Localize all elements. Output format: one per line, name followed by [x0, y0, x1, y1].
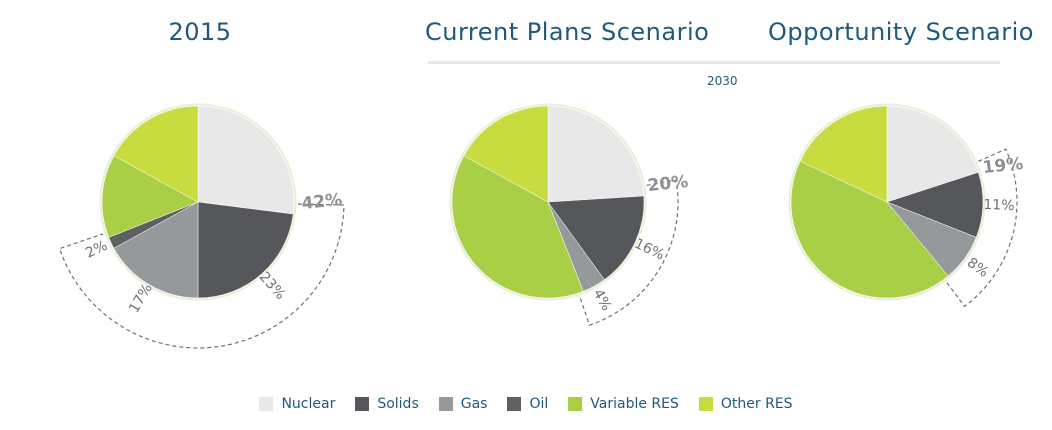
fossil-share-label-2015: 42% [301, 190, 344, 214]
legend-swatch-gas [438, 397, 453, 411]
legend-swatch-solids [355, 397, 370, 411]
pie-slice-current-plans-scenario-nuclear [547, 105, 645, 203]
fossil-bracket-current-plans-scenario [579, 179, 679, 326]
legend-item-nuclear: Nuclear [259, 396, 335, 412]
legend-item-other-res: Other RES [698, 396, 793, 412]
pie-slice-2015-solids [197, 201, 294, 299]
pie-label-2015-solids: 23% [256, 269, 289, 303]
pie-charts: 23%17%2%42%16%4%20%11%8%19% [58, 103, 1025, 349]
pie-label-opportunity-scenario-gas: 8% [964, 255, 991, 281]
legend-label-nuclear: Nuclear [281, 396, 336, 412]
legend-label-solids: Solids [377, 396, 419, 412]
pie-label-2015-oil: 2% [83, 238, 110, 262]
chart-title-current-plans: Current Plans Scenario [425, 18, 710, 46]
pie-slice-2015-nuclear [197, 105, 295, 215]
pie-slice-current-plans-scenario-solids [547, 195, 645, 281]
pie-slice-opportunity-scenario-solids [886, 172, 984, 238]
chart-title-opportunity: Opportunity Scenario [768, 18, 1034, 46]
legend-item-variable-res: Variable RES [568, 396, 679, 412]
legend-label-oil: Oil [529, 396, 549, 412]
scenario-divider [428, 61, 1000, 64]
pie-slice-current-plans-scenario-variable-res [451, 155, 584, 299]
fossil-share-label-current-plans-scenario: 20% [647, 172, 690, 196]
year-label: 2030 [707, 74, 738, 88]
legend-swatch-nuclear [259, 397, 274, 411]
pie-slice-opportunity-scenario-other-res [799, 105, 888, 203]
pie-label-current-plans-scenario-gas: 4% [590, 287, 615, 314]
fossil-share-label-opportunity-scenario: 19% [982, 154, 1025, 178]
fossil-bracket-2015 [58, 203, 345, 349]
legend-item-gas: Gas [438, 396, 488, 412]
pie-label-current-plans-scenario-solids: 16% [632, 236, 667, 264]
pie-slice-opportunity-scenario-nuclear [886, 105, 979, 203]
pie-outline-current-plans-scenario [449, 103, 647, 301]
legend-item-solids: Solids [355, 396, 419, 412]
pie-slice-2015-other-res [113, 105, 199, 203]
legend-swatch-oil [507, 397, 522, 411]
pie-slice-2015-variable-res [101, 155, 199, 238]
pie-slice-opportunity-scenario-variable-res [790, 160, 949, 299]
pie-slice-2015-gas [113, 201, 199, 299]
legend-label-gas: Gas [460, 396, 488, 412]
legend-swatch-variable-res [568, 397, 583, 411]
legend-label-variable-res: Variable RES [590, 396, 679, 412]
legend: Nuclear Solids Gas Oil Variable RES Othe… [0, 396, 1052, 412]
pie-label-opportunity-scenario-solids: 11% [983, 197, 1015, 214]
chart-title-2015: 2015 [168, 18, 232, 46]
legend-item-oil: Oil [507, 396, 548, 412]
pie-outline-opportunity-scenario [788, 103, 986, 301]
legend-label-other-res: Other RES [720, 396, 793, 412]
legend-swatch-other-res [698, 397, 713, 411]
pie-outline-2015 [99, 103, 297, 301]
pie-slice-current-plans-scenario-other-res [463, 105, 549, 203]
